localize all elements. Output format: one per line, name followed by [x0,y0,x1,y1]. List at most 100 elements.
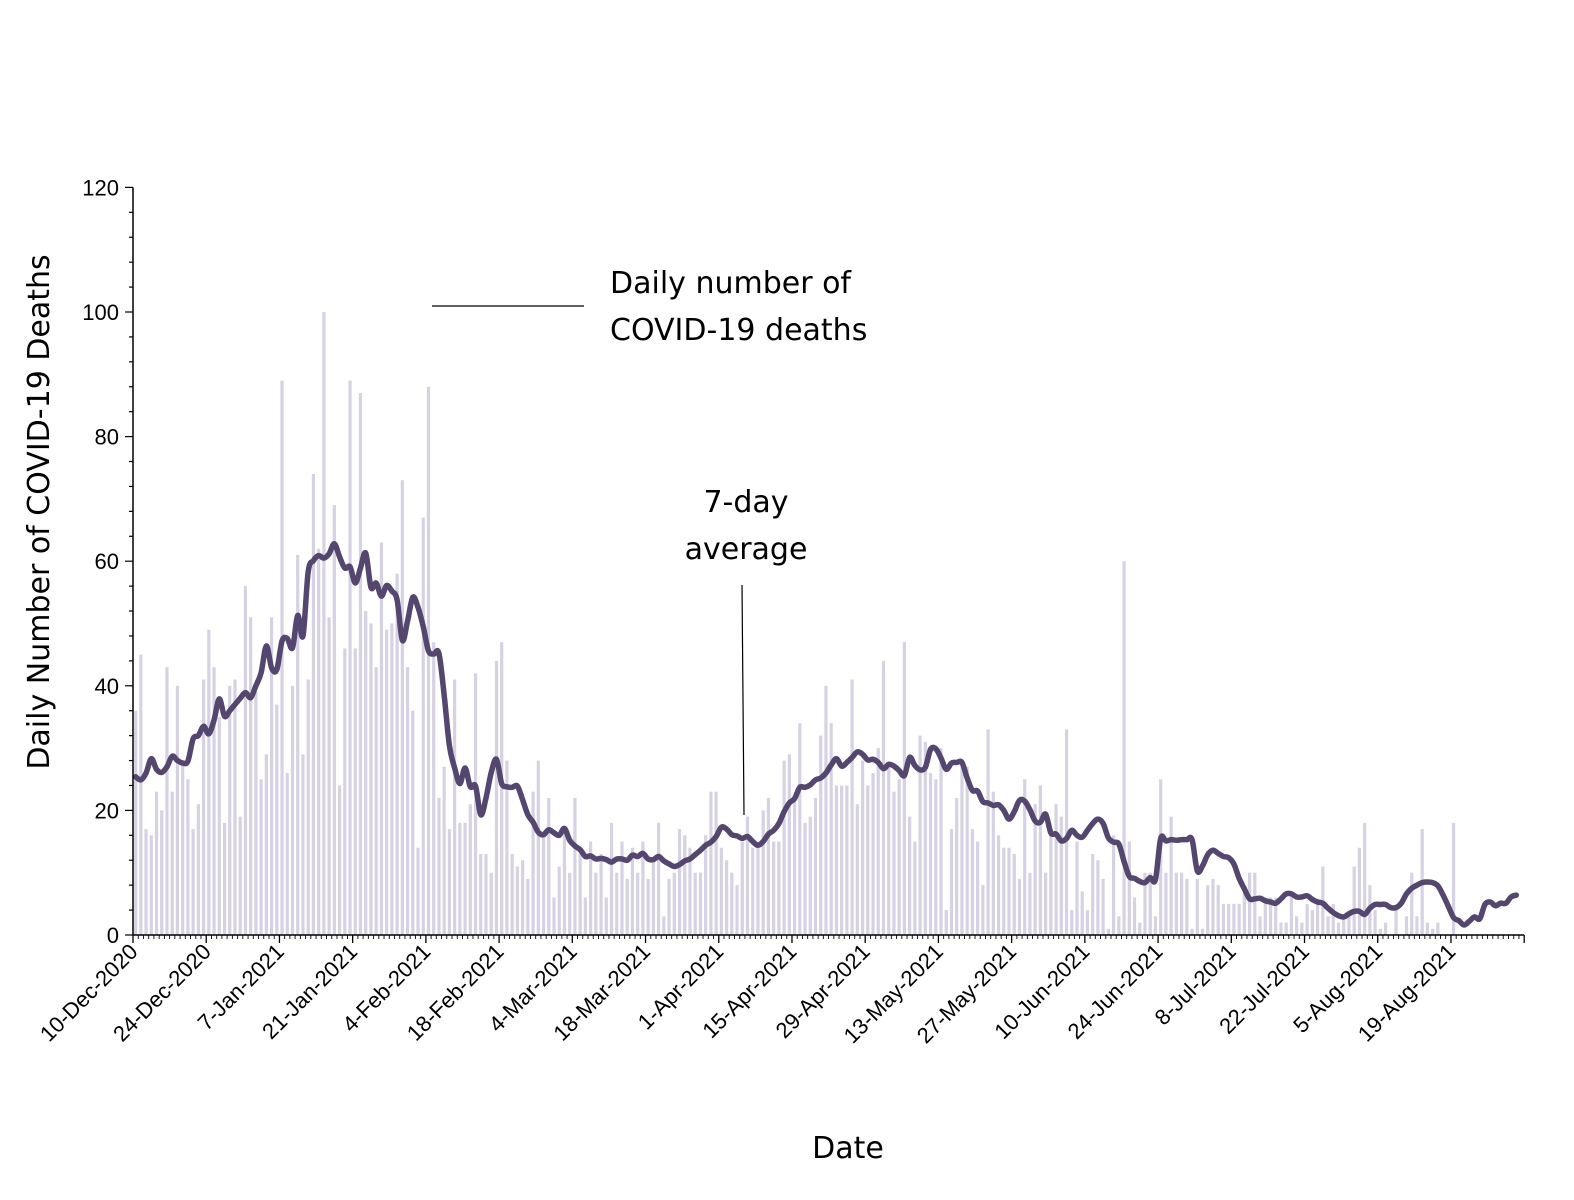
daily-deaths-bar [1174,872,1178,935]
daily-deaths-bar [1232,903,1236,935]
daily-deaths-bar [337,785,342,935]
daily-deaths-bar [1112,835,1116,935]
daily-deaths-bar [301,754,305,935]
daily-deaths-bar [453,679,457,935]
daily-deaths-bar [1216,885,1220,935]
daily-deaths-bar [515,866,519,935]
daily-deaths-bar [740,841,744,935]
daily-deaths-bar [233,679,237,935]
daily-deaths-annotation-line1: Daily number of [610,266,852,301]
daily-deaths-bar [1059,816,1063,935]
daily-deaths-bar [939,748,943,935]
daily-deaths-bar [1425,922,1430,935]
daily-deaths-bar [1410,872,1414,935]
daily-deaths-bar [536,760,540,935]
daily-deaths-bar [1263,897,1267,935]
x-axis: 10-Dec-202024-Dec-20207-Jan-202121-Jan-2… [35,934,1525,1048]
daily-deaths-bar [991,791,995,935]
daily-deaths-bar [1315,903,1320,935]
daily-deaths-bar [819,735,823,935]
daily-deaths-bar [845,785,849,935]
daily-deaths-bar [468,804,472,935]
daily-deaths-bar [589,841,593,935]
daily-deaths-bar [908,816,912,935]
daily-deaths-bar [557,866,561,935]
daily-deaths-bar [772,841,776,935]
daily-deaths-bar [662,916,666,935]
daily-deaths-bar [808,816,812,935]
daily-deaths-bar [1227,903,1231,935]
daily-deaths-bar [761,810,765,935]
daily-deaths-bar [207,629,211,935]
daily-deaths-bar [583,897,587,935]
daily-deaths-bar [364,611,368,935]
daily-deaths-bar [1242,891,1246,935]
daily-deaths-bar [1070,910,1074,935]
daily-deaths-bar [175,685,180,935]
daily-deaths-bar [887,766,891,935]
daily-deaths-bar [855,804,859,935]
daily-deaths-bar [473,673,478,935]
y-tick-label: 0 [107,923,119,948]
daily-deaths-bar [500,642,504,935]
daily-deaths-bar [1002,847,1006,935]
daily-deaths-bar [599,854,603,935]
daily-deaths-bar [160,810,164,935]
seven-day-average-series [132,541,1520,928]
daily-deaths-bar [688,847,692,935]
daily-deaths-bar [1101,878,1105,935]
daily-deaths-bar [756,841,760,935]
daily-deaths-bar [170,791,174,935]
daily-deaths-bar [620,841,624,935]
daily-deaths-bar [902,642,907,935]
daily-deaths-bar [704,835,708,935]
daily-deaths-bar [1080,891,1084,935]
daily-deaths-bar [139,654,143,935]
daily-deaths-bar [332,505,336,935]
daily-deaths-bar [400,480,404,935]
daily-deaths-bar [275,704,279,935]
daily-deaths-bar [1180,872,1184,935]
daily-deaths-bar [1268,897,1273,935]
daily-deaths-bar [1012,854,1016,935]
daily-deaths-bar [594,872,598,935]
daily-deaths-bar [1305,903,1309,935]
daily-deaths-bar [390,623,394,935]
daily-deaths-bar [986,729,990,935]
daily-deaths-bar [881,660,886,935]
daily-deaths-bar [777,841,781,935]
daily-deaths-bar [981,885,985,935]
daily-deaths-bar [866,785,870,935]
daily-deaths-bar [1404,916,1409,935]
daily-deaths-bar [1451,822,1456,935]
daily-deaths-bar [411,710,415,935]
daily-deaths-bar [521,860,525,935]
daily-deaths-bar [646,878,650,935]
daily-deaths-bar [395,573,399,935]
daily-deaths-bar [850,679,854,935]
daily-deaths-bar [672,872,676,935]
daily-deaths-bar [264,754,268,935]
daily-deaths-bar [353,648,357,935]
daily-deaths-bar [719,847,723,935]
daily-deaths-bar [745,816,750,935]
daily-deaths-bar [1415,916,1419,935]
daily-deaths-bar [955,797,959,935]
daily-deaths-bar [730,872,734,935]
daily-deaths-bar [228,685,232,935]
daily-deaths-bar [751,847,755,935]
daily-deaths-bar [374,667,378,935]
daily-deaths-bar [1394,910,1398,935]
daily-deaths-bar [1284,922,1288,935]
daily-deaths-bar [1007,847,1011,935]
daily-deaths-bar [254,692,258,935]
daily-deaths-bar [1033,804,1037,935]
daily-deaths-bar [1075,841,1079,935]
seven-day-average-line [132,541,1520,928]
daily-deaths-bar [834,785,839,935]
daily-deaths-bar [1336,922,1341,935]
daily-deaths-bar [463,822,467,935]
daily-deaths-bar [322,312,326,935]
daily-deaths-bar [1200,928,1205,935]
daily-deaths-bar [526,878,530,935]
